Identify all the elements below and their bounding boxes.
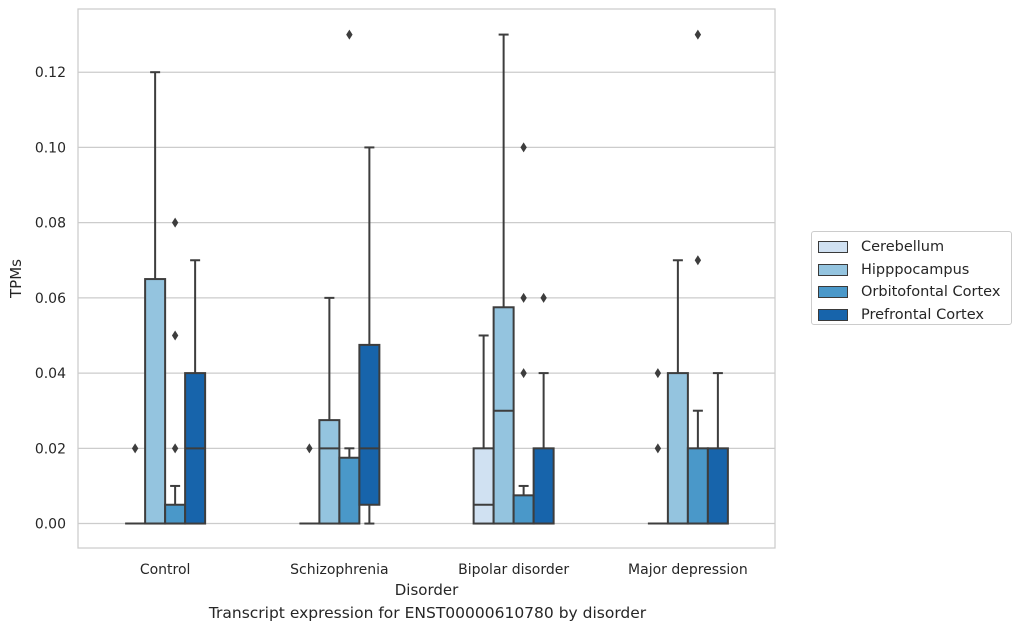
y-tick-label: 0.10: [35, 140, 66, 156]
x-axis-title: Disorder: [395, 581, 459, 599]
box-iqr: [339, 458, 359, 524]
x-tick-label: Major depression: [628, 562, 748, 578]
box-iqr: [145, 279, 165, 523]
x-tick-label: Schizophrenia: [290, 562, 388, 578]
legend: Cerebellum Hipppocampus Orbitofontal Corte…: [811, 231, 1012, 325]
box-iqr: [688, 448, 708, 523]
outlier-marker: [172, 443, 178, 453]
legend-item: Hipppocampus: [818, 259, 1011, 282]
box-iqr: [359, 345, 379, 505]
outlier-marker: [346, 30, 352, 40]
box-prefrontal-cortex: [534, 293, 554, 524]
chart-caption: Transcript expression for ENST0000061078…: [0, 604, 855, 622]
outlier-marker: [172, 218, 178, 228]
box-cerebellum: [474, 335, 494, 523]
box-orbitofontal-cortex: [339, 30, 359, 524]
y-axis-title: TPMs: [7, 259, 25, 299]
box-prefrontal-cortex: [708, 373, 728, 523]
y-tick-label: 0.00: [35, 517, 66, 533]
legend-swatch: [818, 286, 848, 298]
legend-item: Cerebellum: [818, 236, 1011, 259]
legend-label: Cerebellum: [861, 239, 944, 255]
box-orbitofontal-cortex: [514, 142, 534, 523]
box-hipppocampus: [668, 260, 688, 523]
legend-swatch: [818, 264, 848, 276]
box-orbitofontal-cortex: [165, 218, 185, 524]
y-tick-label: 0.06: [35, 291, 66, 307]
outlier-marker: [655, 443, 661, 453]
outlier-marker: [306, 443, 312, 453]
box-hipppocampus: [319, 298, 339, 524]
box-iqr: [514, 495, 534, 523]
box-hipppocampus: [145, 72, 165, 523]
box-hipppocampus: [494, 35, 514, 524]
box-iqr: [668, 373, 688, 523]
box-iqr: [474, 448, 494, 523]
outlier-marker: [695, 30, 701, 40]
box-cerebellum: [299, 443, 319, 523]
legend-item: Prefrontal Cortex: [818, 304, 1011, 327]
legend-item: Orbitofontal Cortex: [818, 281, 1011, 304]
y-tick-label: 0.08: [35, 216, 66, 232]
outlier-marker: [520, 142, 526, 152]
y-tick-label: 0.02: [35, 441, 66, 457]
x-tick-label: Control: [140, 562, 191, 578]
legend-swatch: [818, 241, 848, 253]
box-iqr: [708, 448, 728, 523]
box-orbitofontal-cortex: [688, 30, 708, 524]
y-axis-ticks: 0.00 0.02 0.04 0.06 0.08 0.10 0.12: [35, 65, 66, 532]
outlier-marker: [132, 443, 138, 453]
outlier-marker: [655, 368, 661, 378]
box-series: [125, 30, 728, 524]
y-tick-label: 0.04: [35, 366, 66, 382]
legend-label: Orbitofontal Cortex: [861, 284, 1000, 300]
outlier-marker: [520, 293, 526, 303]
box-prefrontal-cortex: [185, 260, 205, 523]
box-iqr: [534, 448, 554, 523]
box-iqr: [494, 307, 514, 523]
legend-swatch: [818, 309, 848, 321]
box-iqr: [319, 420, 339, 523]
y-tick-label: 0.12: [35, 65, 66, 81]
legend-label: Prefrontal Cortex: [861, 307, 984, 323]
x-tick-label: Bipolar disorder: [458, 562, 569, 578]
box-cerebellum: [648, 368, 668, 523]
box-cerebellum: [125, 443, 145, 523]
legend-label: Hipppocampus: [861, 262, 969, 278]
box-prefrontal-cortex: [359, 147, 379, 523]
outlier-marker: [540, 293, 546, 303]
x-axis-ticks: Control Schizophrenia Bipolar disorder Majo…: [140, 562, 748, 578]
outlier-marker: [695, 255, 701, 265]
box-iqr: [165, 505, 185, 524]
outlier-marker: [172, 330, 178, 340]
outlier-marker: [520, 368, 526, 378]
